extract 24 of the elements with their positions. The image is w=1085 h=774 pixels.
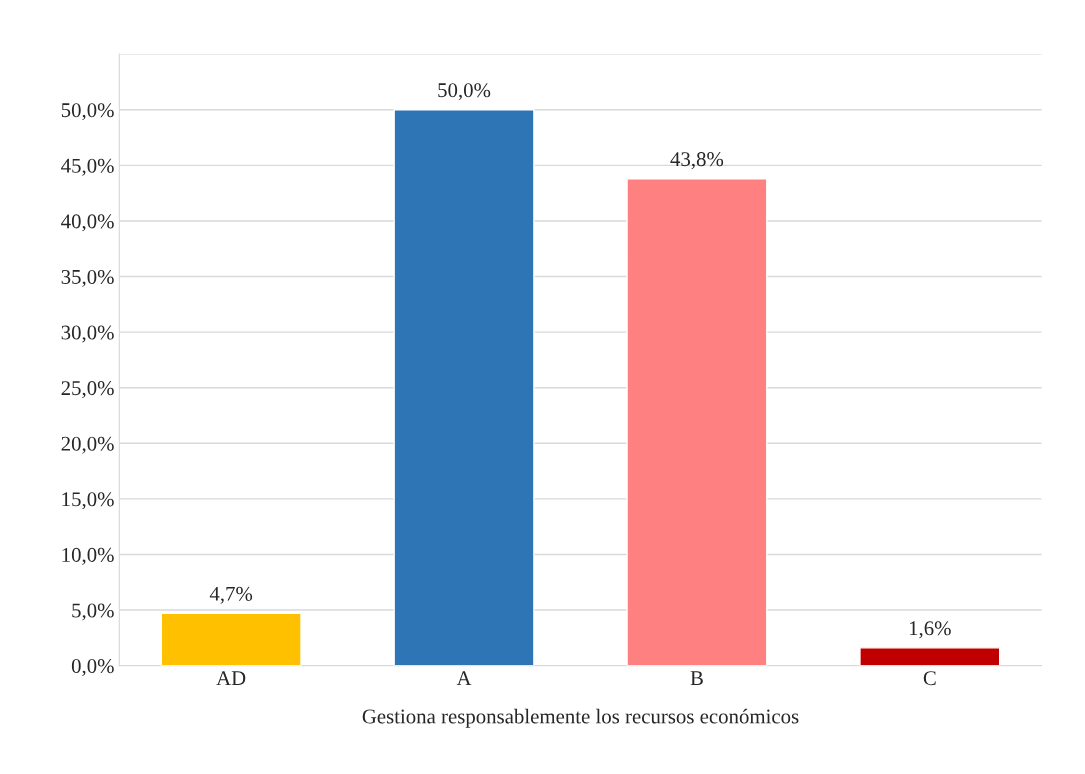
y-tick-label: 45,0% <box>61 158 114 176</box>
x-tick-label: A <box>456 671 472 685</box>
y-tick-label: 50,0% <box>61 103 114 121</box>
y-tick-label: 0,0% <box>71 659 114 677</box>
y-tick-label: 20,0% <box>61 436 114 454</box>
y-tick-label: 5,0% <box>72 603 114 621</box>
bar <box>160 612 302 666</box>
x-tick-label: AD <box>216 671 246 685</box>
x-tick-label: C <box>923 671 936 686</box>
data-label: 43,8% <box>670 152 724 170</box>
x-axis-title: Gestiona responsablemente los recursos económicos <box>362 708 799 728</box>
data-label: 1,6% <box>909 621 951 639</box>
bar <box>859 647 1001 666</box>
y-tick-label: 35,0% <box>61 269 114 287</box>
bar <box>393 109 535 666</box>
y-tick-label: 15,0% <box>62 492 114 510</box>
y-tick-label: 40,0% <box>61 214 114 232</box>
y-tick-label: 25,0% <box>61 381 114 399</box>
data-label: 4,7% <box>209 586 253 604</box>
y-tick-label: 30,0% <box>61 325 114 343</box>
y-tick-label: 10,0% <box>62 547 114 565</box>
data-label: 50,0% <box>438 83 491 101</box>
x-tick-label: B <box>690 671 703 686</box>
bar <box>626 178 768 666</box>
